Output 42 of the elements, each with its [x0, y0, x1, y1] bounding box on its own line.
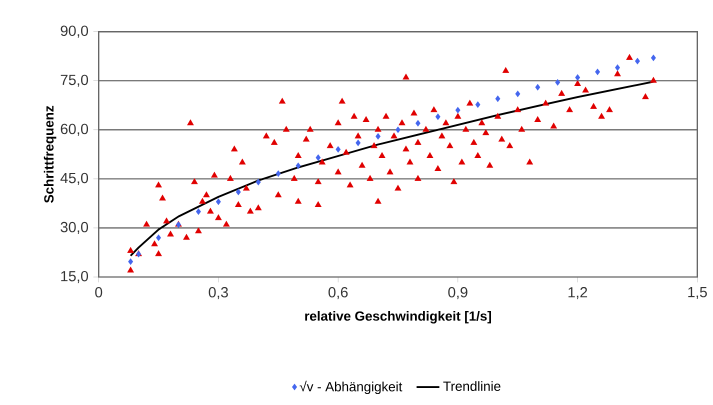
- point: [475, 101, 480, 108]
- point: [156, 234, 162, 241]
- point: [396, 126, 400, 134]
- legend-label: √v - Abhängigkeit: [300, 380, 402, 394]
- x-tick-label: 0,9: [448, 287, 468, 300]
- point: [196, 208, 201, 215]
- point: [236, 188, 241, 196]
- point: [296, 162, 301, 169]
- y-tick-label: 30,0: [60, 222, 88, 234]
- point: [128, 258, 134, 265]
- legend-label: Trendlinie: [443, 381, 500, 391]
- point: [356, 140, 361, 146]
- y-tick-label: 75,0: [60, 74, 88, 87]
- point: [216, 198, 221, 205]
- point: [635, 58, 640, 64]
- point: [455, 106, 460, 114]
- x-tick-label: 1,5: [688, 287, 707, 300]
- point: [256, 178, 261, 186]
- x-tick-label: 1,2: [568, 287, 588, 300]
- point: [595, 68, 600, 76]
- x-tick-label: 0,3: [208, 287, 228, 300]
- y-tick-label: 15,0: [61, 270, 88, 284]
- x-tick-label: 0: [95, 287, 102, 298]
- point: [336, 146, 341, 153]
- point: [650, 54, 656, 62]
- y-tick-label: 90,0: [60, 26, 88, 38]
- y-axis-title: Schrittfrequenz: [44, 106, 56, 203]
- y-tick-label: 60,0: [60, 124, 88, 136]
- x-axis-title: relative Geschwindigkeit [1/s]: [305, 310, 491, 324]
- point: [615, 64, 620, 71]
- point: [435, 114, 440, 120]
- point: [575, 74, 580, 81]
- point: [376, 133, 381, 140]
- point: [515, 90, 520, 98]
- point: [535, 84, 540, 90]
- point: [495, 96, 500, 102]
- point: [555, 79, 560, 86]
- point: [276, 170, 281, 177]
- point: [316, 154, 321, 161]
- x-tick-label: 0,6: [328, 287, 348, 300]
- point: [415, 120, 420, 126]
- y-tick-label: 45,0: [60, 172, 88, 185]
